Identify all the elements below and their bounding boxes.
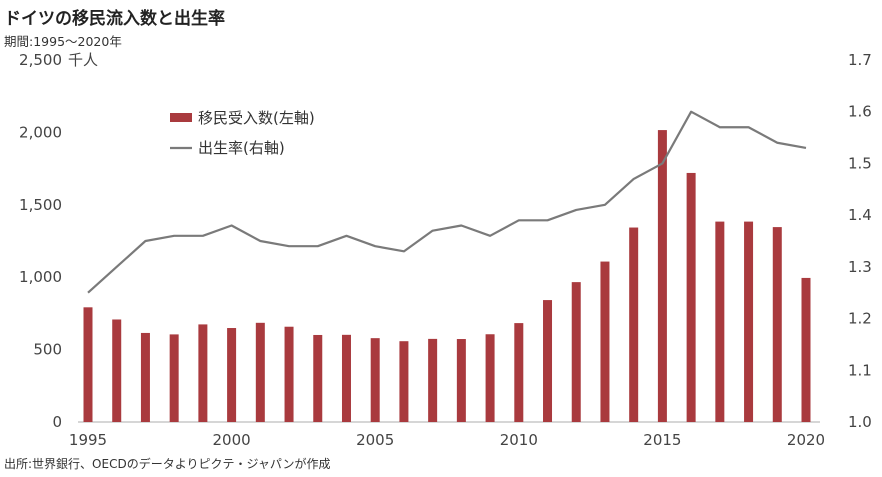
source-note: 出所:世界銀行、OECDのデータよりピクテ・ジャパンが作成 [4,457,331,471]
bar [657,130,667,423]
left-axis-tick-label: 2,500 [19,51,62,69]
chart-title: ドイツの移民流入数と出生率 [4,9,225,29]
bar [370,338,380,422]
right-axis-tick-label: 1.2 [848,310,872,328]
left-axis-tick-label: 1,000 [19,268,62,286]
right-axis-tick-label: 1.0 [848,413,872,431]
x-axis-tick-label: 2000 [213,431,251,449]
bar [543,300,553,422]
bar [169,334,179,422]
bar [399,341,409,422]
x-axis-tick-label: 2020 [787,431,825,449]
bar [629,227,639,422]
x-axis-tick-label: 2010 [500,431,538,449]
left-axis-unit-label: 千人 [68,51,98,69]
left-axis-tick-label: 0 [52,413,62,431]
x-axis-ticks: 1995 2000 2005 2010 2015 2020 [69,431,825,449]
bar [284,326,294,422]
bar [686,172,696,422]
bar-series [83,130,811,423]
right-axis-tick-label: 1.6 [848,103,872,121]
bar [341,334,351,422]
right-axis-tick-label: 1.1 [848,361,872,379]
right-axis-tick-label: 1.4 [848,206,872,224]
left-axis-tick-label: 2,000 [19,123,62,141]
bar [571,282,581,422]
x-axis-tick-label: 2015 [643,431,681,449]
legend-line-label: 出生率(右軸) [198,139,285,157]
legend: 移民受入数(左軸) 出生率(右軸) [170,109,315,157]
x-axis-tick-label: 1995 [69,431,107,449]
bar [485,334,495,422]
bar [313,334,323,422]
chart-subtitle: 期間:1995～2020年 [4,34,122,49]
x-axis-tick-label: 2005 [356,431,394,449]
bar [428,338,438,422]
bar [715,221,725,422]
left-axis-tick-label: 1,500 [19,196,62,214]
bar [456,339,466,422]
bar [255,322,265,422]
bar [140,332,150,422]
right-axis-tick-label: 1.3 [848,258,872,276]
bar [227,328,237,422]
right-axis-ticks: 1.0 1.1 1.2 1.3 1.4 1.5 1.6 1.7 [848,51,872,431]
legend-bar-swatch [170,113,192,122]
left-axis-ticks: 0 500 1,000 1,500 2,000 2,500 [19,51,62,431]
bar [772,227,782,422]
line-series-birth-rate [87,110,807,294]
bar [112,319,122,422]
bar [198,324,208,422]
bar [83,307,93,422]
legend-bar-label: 移民受入数(左軸) [198,109,315,127]
left-axis-tick-label: 500 [33,341,62,359]
bar [600,261,610,422]
right-axis-tick-label: 1.5 [848,154,872,172]
bar [744,221,754,422]
bar [514,323,524,422]
right-axis-tick-label: 1.7 [848,51,872,69]
bar [801,277,811,422]
